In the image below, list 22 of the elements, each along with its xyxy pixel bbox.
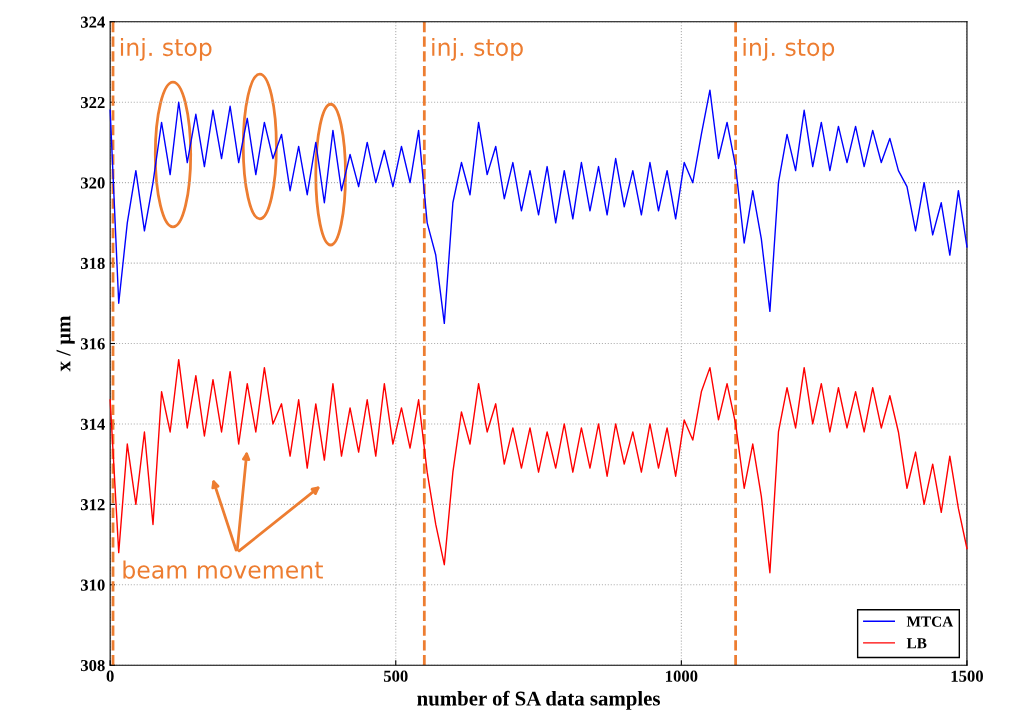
x-tick-label: 500 bbox=[383, 670, 408, 682]
ref-line-label: inj. stop bbox=[120, 37, 212, 61]
line-series bbox=[109, 89, 968, 325]
y-tick-label: 310 bbox=[80, 579, 105, 591]
legend-label: MTCA bbox=[906, 616, 954, 627]
y-tick-label: 314 bbox=[80, 418, 105, 430]
y-axis-title: x / µm bbox=[56, 315, 75, 372]
ref-line-label: inj. stop bbox=[743, 37, 835, 61]
y-tick-label: 324 bbox=[80, 16, 105, 28]
y-tick-label: 308 bbox=[80, 659, 105, 672]
legend-label: LB bbox=[906, 638, 927, 649]
y-tick-label: 312 bbox=[80, 499, 105, 511]
ref-line-label: inj. stop bbox=[432, 37, 523, 61]
y-tick-label: 316 bbox=[80, 338, 105, 350]
x-tick-label: 0 bbox=[106, 670, 114, 682]
x-axis-title: number of SA data samples bbox=[417, 690, 660, 710]
y-tick-label: 318 bbox=[80, 257, 105, 270]
annotation: beam movement bbox=[123, 560, 323, 579]
y-tick-label: 322 bbox=[80, 96, 105, 109]
x-tick-label: 1500 bbox=[951, 670, 983, 682]
y-tick-label: 320 bbox=[80, 177, 105, 189]
x-tick-label: 1000 bbox=[666, 670, 698, 682]
